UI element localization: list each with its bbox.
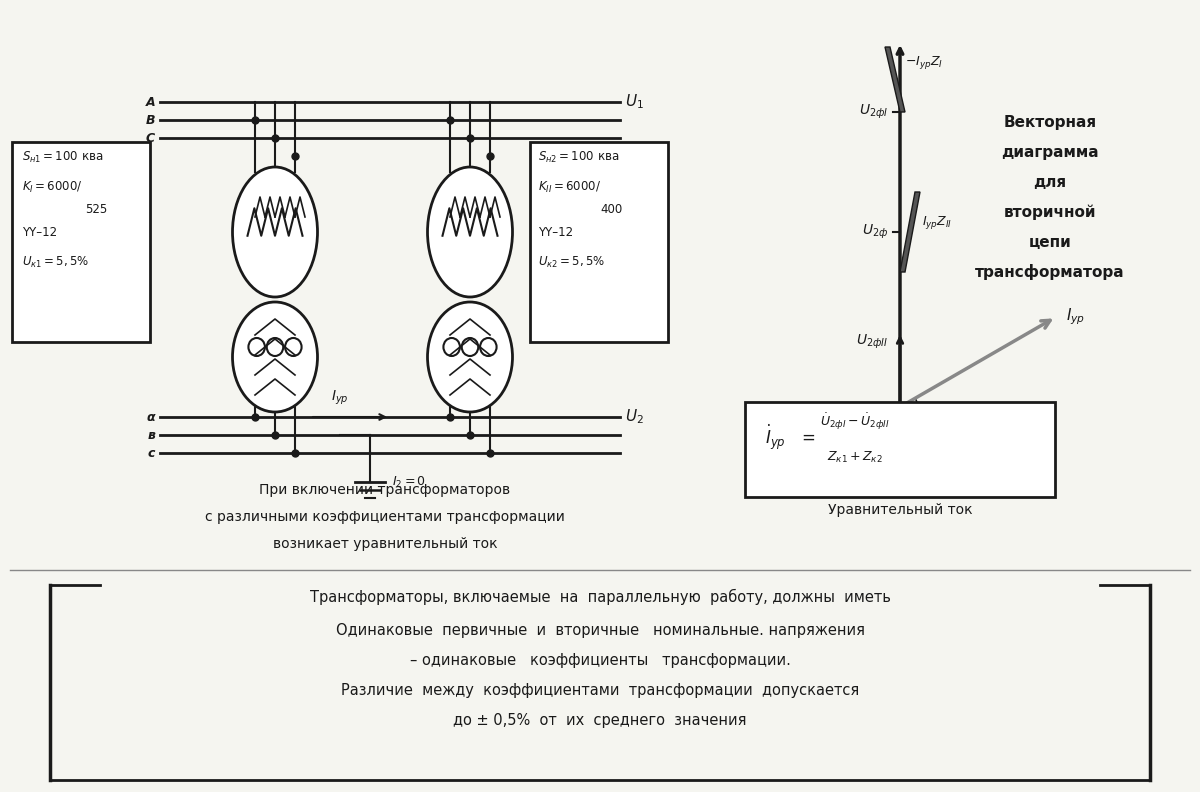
Text: трансформатора: трансформатора — [976, 264, 1124, 280]
Text: цепи: цепи — [1028, 234, 1072, 249]
Text: $U_{2ф}$: $U_{2ф}$ — [862, 223, 888, 241]
Text: $U_1$: $U_1$ — [625, 93, 644, 112]
Polygon shape — [900, 192, 920, 272]
Text: YY–12: YY–12 — [22, 226, 58, 238]
Text: $Z_{к1}+Z_{к2}$: $Z_{к1}+Z_{к2}$ — [827, 449, 883, 465]
Text: Различие  между  коэффициентами  трансформации  допускается: Различие между коэффициентами трансформа… — [341, 683, 859, 698]
Text: α: α — [146, 410, 155, 424]
Text: Векторная: Векторная — [1003, 115, 1097, 130]
Text: $S_{н2}=100$ ква: $S_{н2}=100$ ква — [538, 150, 619, 165]
FancyBboxPatch shape — [745, 402, 1055, 497]
Text: $U_{2фI}$: $U_{2фI}$ — [859, 103, 888, 121]
Ellipse shape — [233, 302, 318, 412]
Text: C: C — [146, 131, 155, 144]
Text: $I_{yp}$: $I_{yp}$ — [1066, 307, 1085, 327]
Text: $U_{к1}=5,5\%$: $U_{к1}=5,5\%$ — [22, 254, 89, 269]
Text: Одинаковые  первичные  и  вторичные   номинальные. напряжения: Одинаковые первичные и вторичные номинал… — [336, 623, 864, 638]
Text: $U_2$: $U_2$ — [625, 408, 644, 426]
Text: $K_{II}=6000/$: $K_{II}=6000/$ — [538, 180, 601, 195]
Text: $-I_{yp}Z_I$: $-I_{yp}Z_I$ — [905, 54, 943, 70]
Text: вторичной: вторичной — [1003, 204, 1097, 219]
Text: $U_{к2}=5,5\%$: $U_{к2}=5,5\%$ — [538, 254, 605, 269]
Bar — [12, 142, 150, 342]
Text: $I_2=0$: $I_2=0$ — [392, 474, 426, 489]
Text: $K_I=6000/$: $K_I=6000/$ — [22, 180, 83, 195]
Text: $I_{yp}Z_{II}$: $I_{yp}Z_{II}$ — [922, 214, 953, 230]
Text: B: B — [145, 113, 155, 127]
Bar — [530, 142, 668, 342]
Text: – одинаковые   коэффициенты   трансформации.: – одинаковые коэффициенты трансформации. — [409, 653, 791, 668]
Text: с: с — [148, 447, 155, 459]
Text: 400: 400 — [600, 203, 623, 215]
Text: 525: 525 — [85, 203, 107, 215]
Text: $I_{yp}$: $I_{yp}$ — [331, 389, 349, 407]
Text: $\dot{I}_{yp}$: $\dot{I}_{yp}$ — [766, 422, 786, 451]
Text: При включении трансформаторов: При включении трансформаторов — [259, 483, 510, 497]
Text: с различными коэффициентами трансформации: с различными коэффициентами трансформаци… — [205, 510, 565, 524]
Text: Трансформаторы, включаемые  на  параллельную  работу, должны  иметь: Трансформаторы, включаемые на параллельн… — [310, 589, 890, 605]
Polygon shape — [886, 47, 905, 112]
Text: возникает уравнительный ток: возникает уравнительный ток — [272, 537, 497, 551]
Ellipse shape — [427, 302, 512, 412]
Text: для: для — [1033, 174, 1067, 189]
Ellipse shape — [233, 167, 318, 297]
Text: A: A — [145, 96, 155, 109]
Text: $S_{н1}=100$ ква: $S_{н1}=100$ ква — [22, 150, 103, 165]
Text: Уравнительный ток: Уравнительный ток — [828, 503, 972, 517]
Text: в: в — [148, 428, 155, 441]
Text: $U_{2фII}$: $U_{2фII}$ — [856, 333, 888, 351]
Text: диаграмма: диаграмма — [1001, 144, 1099, 159]
Text: YY–12: YY–12 — [538, 226, 574, 238]
Text: $=$: $=$ — [798, 428, 815, 446]
Text: до ± 0,5%  от  их  среднего  значения: до ± 0,5% от их среднего значения — [454, 713, 746, 728]
Ellipse shape — [427, 167, 512, 297]
Text: $\dot{U}_{2фI}-\dot{U}_{2фII}$: $\dot{U}_{2фI}-\dot{U}_{2фII}$ — [820, 412, 890, 432]
